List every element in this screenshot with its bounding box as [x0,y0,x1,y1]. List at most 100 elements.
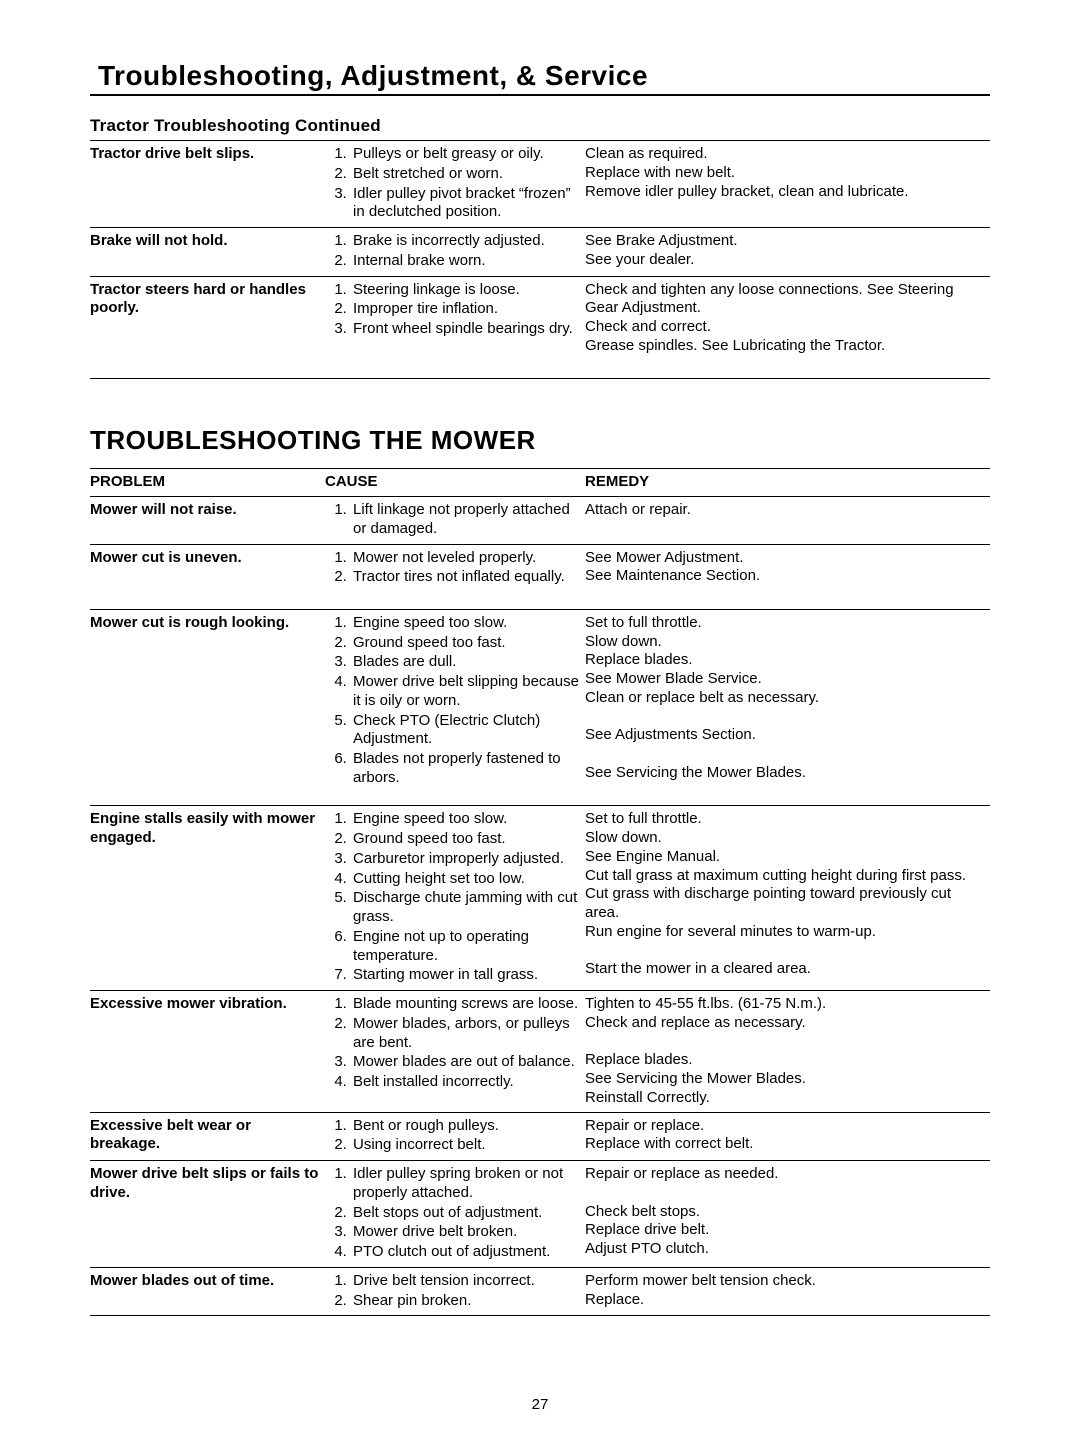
problem-cell: Engine stalls easily with mower engaged. [90,806,325,991]
problem-cell: Mower cut is rough looking. [90,609,325,806]
cause-item: Belt stretched or worn. [351,165,579,184]
cause-cell: Lift linkage not properly attached or da… [325,497,585,545]
col-cause: CAUSE [325,469,585,497]
remedy-line: Remove idler pulley bracket, clean and l… [585,183,984,202]
remedy-line: Cut grass with discharge pointing toward… [585,885,984,923]
col-problem: PROBLEM [90,469,325,497]
remedy-line: Set to full throttle. [585,810,984,829]
cause-item: Ground speed too fast. [351,830,579,849]
cause-item: Mower drive belt broken. [351,1223,579,1242]
remedy-line: See Mower Blade Service. [585,670,984,689]
cause-item: Mower blades, arbors, or pulleys are ben… [351,1015,579,1053]
cause-item: Improper tire inflation. [351,300,579,319]
cause-item: Pulleys or belt greasy or oily. [351,145,579,164]
table-row: Mower will not raise.Lift linkage not pr… [90,497,990,545]
remedy-spacer [585,783,984,802]
remedy-line: Adjust PTO clutch. [585,1240,984,1259]
cause-cell: Bent or rough pulleys.Using incorrect be… [325,1112,585,1161]
cause-item: Using incorrect belt. [351,1136,579,1155]
cause-item: Front wheel spindle bearings dry. [351,320,579,339]
problem-cell: Tractor drive belt slips. [90,141,325,228]
remedy-cell: Set to full throttle.Slow down.Replace b… [585,609,990,806]
cause-item: Mower drive belt slipping because it is … [351,673,579,711]
remedy-line: Clean as required. [585,145,984,164]
cause-item: Check PTO (Electric Clutch) Adjustment. [351,712,579,750]
remedy-spacer [585,356,984,375]
remedy-line: See Mower Adjustment. [585,549,984,568]
problem-cell: Excessive mower vibration. [90,991,325,1113]
remedy-line: See your dealer. [585,251,984,270]
remedy-line: Replace. [585,1291,984,1310]
cause-item: Blade mounting screws are loose. [351,995,579,1014]
remedy-line: Check belt stops. [585,1203,984,1222]
cause-item: Engine speed too slow. [351,614,579,633]
cause-item: Tractor tires not inflated equally. [351,568,579,587]
cause-item: Engine speed too slow. [351,810,579,829]
remedy-line: See Servicing the Mower Blades. [585,1070,984,1089]
cause-item: Belt stops out of adjustment. [351,1204,579,1223]
problem-cell: Mower blades out of time. [90,1267,325,1316]
remedy-line: Replace drive belt. [585,1221,984,1240]
cause-item: Shear pin broken. [351,1292,579,1311]
remedy-line: See Servicing the Mower Blades. [585,764,984,783]
cause-item: Steering linkage is loose. [351,281,579,300]
remedy-cell: Repair or replace as needed. Check belt … [585,1161,990,1268]
page-number: 27 [90,1396,990,1413]
table-row: Tractor drive belt slips.Pulleys or belt… [90,141,990,228]
cause-item: Blades not properly fastened to arbors. [351,750,579,788]
mower-section-title: TROUBLESHOOTING THE MOWER [90,425,990,456]
cause-item: Belt installed incorrectly. [351,1073,579,1092]
cause-item: Discharge chute jamming with cut grass. [351,889,579,927]
cause-item: Idler pulley pivot bracket “frozen” in d… [351,185,579,223]
cause-item: Idler pulley spring broken or not proper… [351,1165,579,1203]
cause-item: Blades are dull. [351,653,579,672]
remedy-cell: Tighten to 45-55 ft.lbs. (61-75 N.m.).Ch… [585,991,990,1113]
remedy-line: Check and tighten any loose connections.… [585,281,984,319]
remedy-line: Attach or repair. [585,501,984,520]
remedy-line: Replace with correct belt. [585,1135,984,1154]
problem-cell: Excessive belt wear or breakage. [90,1112,325,1161]
remedy-line: Clean or replace belt as necessary. [585,689,984,708]
cause-item: Lift linkage not properly attached or da… [351,501,579,539]
tractor-table: Tractor drive belt slips.Pulleys or belt… [90,140,990,379]
cause-cell: Pulleys or belt greasy or oily.Belt stre… [325,141,585,228]
remedy-line: Set to full throttle. [585,614,984,633]
cause-item: Drive belt tension incorrect. [351,1272,579,1291]
table-row: Mower cut is rough looking. Engine speed … [90,609,990,806]
remedy-line: Check and replace as necessary. [585,1014,984,1033]
remedy-cell: Perform mower belt tension check.Replace… [585,1267,990,1316]
remedy-cell: See Brake Adjustment.See your dealer. [585,228,990,277]
table-row: Mower cut is uneven.Mower not leveled pr… [90,544,990,609]
remedy-spacer [585,708,984,727]
col-remedy: REMEDY [585,469,990,497]
remedy-line: See Maintenance Section. [585,567,984,586]
remedy-line: Grease spindles. See Lubricating the Tra… [585,337,984,356]
remedy-line: Start the mower in a cleared area. [585,960,984,979]
remedy-spacer [585,1184,984,1203]
cause-cell: Steering linkage is loose.Improper tire … [325,276,585,379]
remedy-line: Reinstall Correctly. [585,1089,984,1108]
remedy-line: See Brake Adjustment. [585,232,984,251]
remedy-cell: Attach or repair. [585,497,990,545]
cause-item: Cutting height set too low. [351,870,579,889]
table-row: Engine stalls easily with mower engaged.… [90,806,990,991]
problem-cell: Brake will not hold. [90,228,325,277]
cause-cell: Mower not leveled properly.Tractor tires… [325,544,585,609]
cause-cell: Drive belt tension incorrect.Shear pin b… [325,1267,585,1316]
cause-item: Bent or rough pulleys. [351,1117,579,1136]
remedy-cell: Clean as required.Replace with new belt.… [585,141,990,228]
cause-cell: Idler pulley spring broken or not proper… [325,1161,585,1268]
cause-item: Brake is incorrectly adjusted. [351,232,579,251]
page-header: Troubleshooting, Adjustment, & Service [90,60,990,96]
cause-item: Internal brake worn. [351,252,579,271]
remedy-line: Cut tall grass at maximum cutting height… [585,867,984,886]
remedy-line: See Adjustments Section. [585,726,984,745]
remedy-spacer [585,1033,984,1052]
remedy-cell: Check and tighten any loose connections.… [585,276,990,379]
remedy-spacer [585,586,984,605]
cause-cell: Brake is incorrectly adjusted.Internal b… [325,228,585,277]
cause-cell: Engine speed too slow.Ground speed too f… [325,806,585,991]
remedy-line: Repair or replace. [585,1117,984,1136]
cause-item: PTO clutch out of adjustment. [351,1243,579,1262]
problem-cell: Tractor steers hard or handles poorly. [90,276,325,379]
